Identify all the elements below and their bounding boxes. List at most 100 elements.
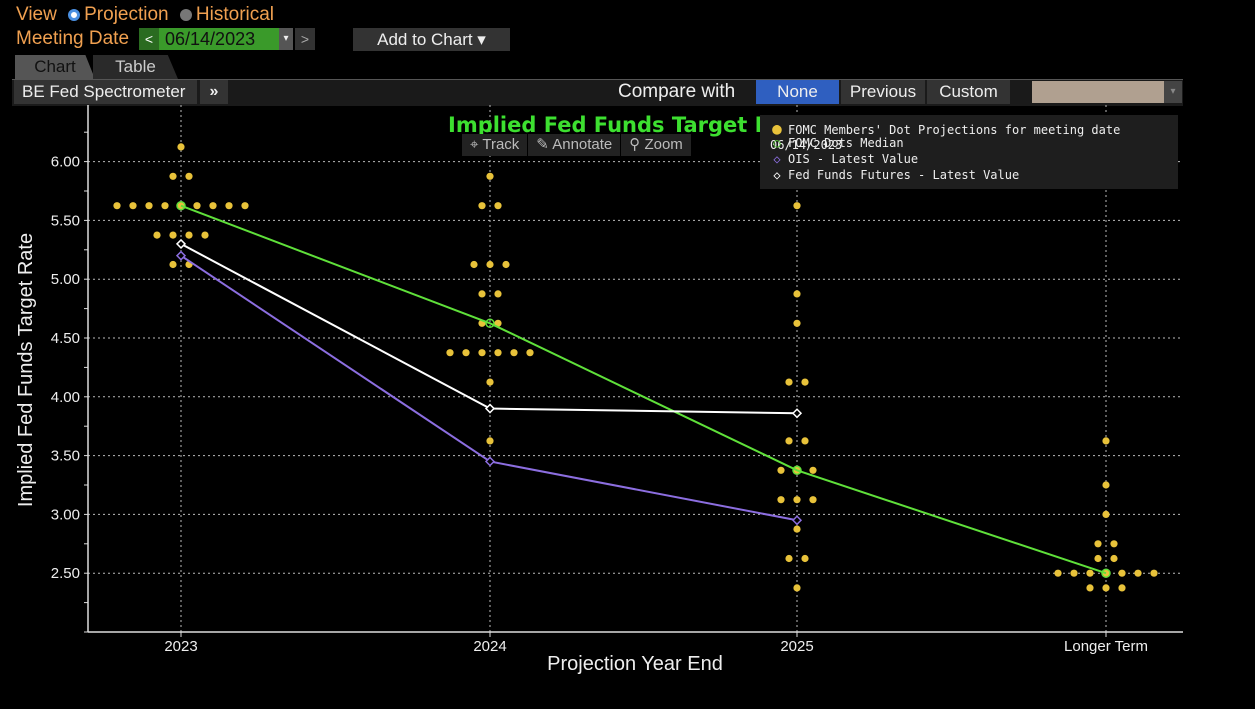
median-line	[180, 204, 1107, 575]
more-icon[interactable]: »	[200, 80, 228, 104]
legend: ● FOMC Members' Dot Projections for meeti…	[760, 115, 1178, 189]
projection-dot	[809, 466, 817, 474]
add-to-chart-button[interactable]: Add to Chart ▾	[353, 28, 510, 51]
futures-point	[791, 408, 803, 419]
projection-dot	[1086, 584, 1094, 592]
legend-item-dots: ● FOMC Members' Dot Projections for meeti…	[770, 119, 1178, 152]
projection-dot	[793, 319, 801, 327]
projection-dot	[1150, 569, 1158, 577]
projection-dot	[1118, 584, 1126, 592]
projection-dot	[486, 172, 494, 180]
futures-line	[180, 243, 798, 415]
y-tick-label: 5.00	[51, 271, 80, 288]
annotate-label: Annotate	[552, 136, 613, 153]
track-label: Track	[482, 136, 520, 153]
chart-title: Implied Fed Funds Target Rate	[448, 113, 809, 137]
ois-point	[175, 250, 187, 261]
projection-dot	[793, 290, 801, 298]
circle-icon: ○	[773, 136, 781, 150]
projection-dot	[486, 260, 494, 269]
projection-dot	[478, 290, 486, 298]
x-tick-label: 2025	[780, 638, 813, 655]
projection-dot	[193, 202, 201, 210]
projection-dot	[1102, 437, 1110, 445]
projection-dot	[785, 437, 793, 445]
compare-previous-button[interactable]: Previous	[841, 80, 925, 104]
prev-date-button[interactable]: <	[139, 28, 160, 50]
projection-dot	[1086, 569, 1094, 577]
projection-dot	[1054, 569, 1062, 577]
crosshair-icon: ⌖	[470, 136, 483, 153]
zoom-tool[interactable]: ⚲ Zoom	[621, 134, 692, 156]
projection-label[interactable]: Projection	[84, 4, 169, 25]
zoom-label: Zoom	[644, 136, 683, 153]
projection-dot	[785, 554, 793, 563]
ois-line	[180, 254, 798, 522]
y-tick-label: 5.50	[51, 212, 80, 229]
projection-dot	[510, 349, 518, 357]
projection-dot	[113, 202, 121, 210]
tab-table[interactable]: Table	[93, 55, 178, 79]
legend-label: Fed Funds Futures - Latest Value	[788, 168, 1020, 182]
track-tool[interactable]: ⌖ Track	[462, 134, 529, 156]
historical-label[interactable]: Historical	[195, 4, 275, 25]
compare-label: Compare with	[618, 81, 736, 102]
projection-radio[interactable]	[68, 9, 81, 21]
projection-dot	[1094, 554, 1102, 563]
x-axis-label: Projection Year End	[547, 653, 723, 675]
y-axis-label: Implied Fed Funds Target Rate	[15, 233, 37, 507]
projection-dot	[241, 202, 249, 210]
projection-dot	[494, 290, 502, 298]
meeting-date-label: Meeting Date	[16, 28, 130, 49]
projection-dot	[1094, 540, 1102, 548]
projection-dot	[161, 202, 169, 210]
compare-custom-button[interactable]: Custom	[927, 80, 1010, 104]
y-tick-label: 2.50	[51, 565, 80, 582]
futures-point	[175, 238, 187, 249]
projection-dot	[1102, 584, 1110, 592]
historical-radio[interactable]	[179, 9, 192, 21]
chevron-down-icon[interactable]: ▾	[279, 28, 294, 50]
y-tick-label: 3.50	[51, 448, 80, 465]
chevron-down-icon[interactable]: ▾	[1164, 81, 1182, 103]
chart-tools: ⌖ Track ✎ Annotate ⚲ Zoom	[462, 134, 692, 156]
legend-label: FOMC Members' Dot Projections for meetin…	[770, 123, 1121, 152]
projection-dot	[470, 260, 478, 269]
projection-dot	[793, 525, 801, 533]
x-tick-label: 2023	[164, 638, 197, 655]
projection-dot	[801, 554, 809, 563]
projection-dot	[486, 437, 494, 445]
projection-dot	[809, 496, 817, 504]
projection-dot	[209, 202, 217, 210]
projection-dot	[777, 466, 785, 474]
tab-chart[interactable]: Chart	[15, 55, 95, 79]
projection-dot	[185, 172, 193, 180]
projection-dot	[185, 231, 193, 239]
projection-dot	[1110, 554, 1118, 563]
y-tick-label: 4.50	[51, 330, 80, 347]
legend-item-median: ○ FOMC Dots Median	[770, 136, 903, 150]
custom-color-swatch[interactable]	[1032, 81, 1164, 103]
projection-dot	[793, 496, 801, 504]
chart: 2.50 3.00 3.50 4.00 4.50 5.00 5.50 6.00 2023 2024…	[15, 105, 1183, 675]
projection-dot	[494, 202, 502, 210]
median-point	[1101, 568, 1111, 578]
ois-point	[791, 515, 803, 526]
next-date-button[interactable]: >	[295, 28, 316, 50]
projection-dot	[1070, 569, 1078, 577]
projection-dot	[177, 143, 185, 151]
dot-icon: ●	[772, 119, 782, 138]
projection-dot	[201, 231, 209, 239]
projection-dot	[145, 202, 153, 210]
projection-dot	[478, 202, 486, 210]
ois-point	[484, 456, 496, 467]
projection-dot	[785, 378, 793, 386]
meeting-date-input[interactable]: 06/14/2023	[159, 28, 280, 50]
projection-dot	[462, 349, 470, 357]
compare-none-button[interactable]: None	[756, 80, 839, 104]
projection-dot	[446, 349, 454, 357]
futures-point	[484, 403, 496, 414]
spectrometer-button[interactable]: BE Fed Spectrometer	[14, 80, 197, 104]
projection-dot	[169, 260, 177, 269]
annotate-tool[interactable]: ✎ Annotate	[528, 134, 622, 156]
